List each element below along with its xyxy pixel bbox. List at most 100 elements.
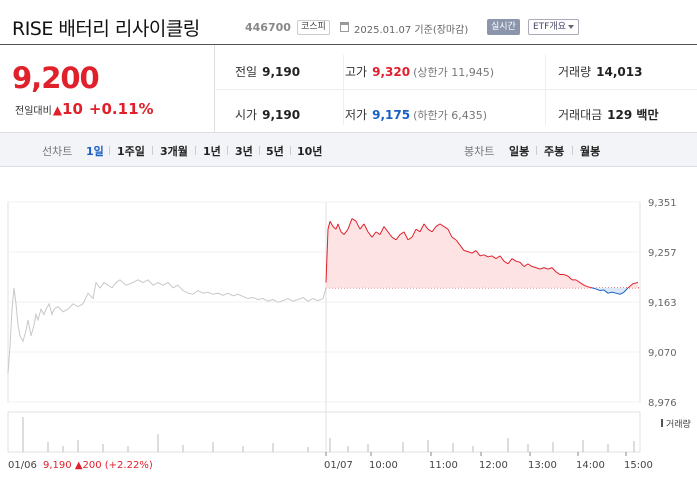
today-line-segment [583, 284, 589, 288]
volume-legend-mark [661, 419, 663, 427]
today-line-segment [459, 244, 465, 251]
tab-3month[interactable]: 3개월 [160, 145, 188, 158]
today-line-segment [443, 226, 449, 230]
today-line-segment [515, 260, 521, 263]
today-line-segment [511, 258, 517, 262]
period-bar: 선차트 1일 1주일 3개월 1년 3년 5년 10년 봉차트 일봉 주봉 월봉 [0, 133, 697, 167]
today-line-segment [475, 250, 481, 257]
etf-overview-button[interactable]: ETF개요 [528, 19, 579, 35]
page-title: RISE 배터리 리사이클링 [12, 18, 200, 40]
today-line-segment [391, 236, 397, 241]
x-tick-label: 12:00 [479, 460, 508, 471]
tab-1week[interactable]: 1주일 [117, 145, 145, 158]
today-line-segment [379, 226, 385, 235]
x-tick-label: 10:00 [369, 460, 398, 471]
today-line-segment [423, 223, 429, 230]
volume: 거래량 14,013 [558, 65, 643, 79]
today-line-segment [615, 292, 621, 295]
today-line-segment [547, 267, 553, 270]
today-line-segment [415, 228, 421, 233]
current-price-box: 9,200 전일대비▲10 +0.11% [0, 45, 215, 133]
period-separator [572, 146, 573, 155]
tab-5year[interactable]: 5년 [266, 145, 284, 158]
today-down-area [326, 287, 638, 295]
x-tick-label: 01/06 [8, 460, 37, 471]
today-line-segment [355, 220, 361, 230]
today-line-segment [337, 223, 342, 233]
today-line-segment [375, 231, 381, 235]
tab-monthly-candle[interactable]: 월봉 [580, 145, 601, 158]
chart-svg: 9,351 9,257 9,163 9,070 8,976 01/06 01/07 10:00… [7, 198, 691, 471]
today-line-segment [531, 266, 537, 269]
x-tick-label: 13:00 [528, 460, 557, 471]
prev-day-line [7, 279, 327, 374]
today-line-segment [335, 223, 339, 230]
today-line-segment [579, 282, 585, 286]
today-line-segment [463, 250, 469, 253]
today-line-segment [451, 236, 457, 241]
prev-day-summary-part: ▲ [75, 460, 83, 471]
tab-daily-candle[interactable]: 일봉 [509, 145, 530, 158]
volume-frame [7, 411, 641, 453]
today-line-segment [499, 255, 505, 262]
prev-day-summary-part: (+2.22%) [105, 460, 153, 471]
y-tick-label: 9,351 [648, 198, 677, 209]
realtime-button[interactable]: 실시간 [487, 19, 520, 35]
today-line-segment [471, 250, 477, 254]
today-line-segment [603, 289, 609, 294]
current-price: 9,200 [12, 61, 100, 95]
price-chart[interactable]: 9,351 9,257 9,163 9,070 8,976 01/06 01/07 10:00… [0, 190, 697, 490]
change-percent: +0.11% [88, 100, 154, 118]
today-line-segment [395, 234, 401, 241]
today-line-segment [483, 254, 489, 258]
tab-1year[interactable]: 1년 [203, 145, 221, 158]
today-line-segment [539, 267, 545, 270]
y-tick-label: 9,070 [648, 348, 677, 359]
today-line-segment [623, 287, 629, 293]
today-line-segment [347, 218, 353, 230]
today-line-segment [399, 231, 405, 235]
header: RISE 배터리 리사이클링 446700 코스피 2025.01.07 기준(… [0, 0, 697, 44]
today-line-segment [587, 286, 593, 289]
quote-divider [545, 55, 546, 125]
today-line-segment [467, 251, 473, 254]
today-line-segment [431, 226, 437, 233]
period-separator [536, 146, 537, 155]
date-text: 2025.01.07 기준(장마감) [354, 25, 469, 36]
today-line-segment [632, 282, 639, 285]
x-tick-label: 15:00 [624, 460, 653, 471]
today-line-segment [371, 231, 377, 238]
today-line-segment [411, 228, 417, 238]
today-line-segment [555, 271, 561, 275]
volume-label: 거래량 [666, 418, 691, 430]
today-up-area [326, 218, 638, 288]
change-label: 전일대비 [15, 106, 52, 117]
today-line-segment [567, 275, 573, 281]
up-arrow-icon: ▲ [52, 103, 63, 117]
today-line-segment [619, 291, 625, 295]
tab-10year[interactable]: 10년 [297, 145, 323, 158]
x-tick-label: 11:00 [429, 460, 458, 471]
period-separator [259, 146, 260, 155]
trade-value: 거래대금 129 백만 [558, 108, 659, 122]
tab-1day[interactable]: 1일 [86, 145, 104, 158]
today-line-segment [387, 231, 393, 238]
today-line-segment [487, 255, 493, 258]
today-line-segment [332, 226, 337, 230]
tab-3year[interactable]: 3년 [235, 145, 253, 158]
today-line-segment [407, 236, 413, 241]
today-line-segment [351, 218, 357, 222]
period-separator [195, 146, 196, 155]
x-tick-label: 01/07 [324, 460, 353, 471]
today-line-segment [340, 231, 345, 235]
tab-weekly-candle[interactable]: 주봉 [544, 145, 565, 158]
today-line-segment [383, 226, 389, 233]
today-line-segment [599, 289, 605, 292]
calendar-icon [340, 22, 349, 32]
market-badge: 코스피 [297, 20, 330, 35]
today-line-segment [447, 228, 453, 238]
today-line-segment [427, 228, 433, 233]
y-tick-label: 9,257 [648, 248, 677, 259]
candle-chart-label: 봉차트 [464, 145, 495, 158]
change-row: 전일대비▲10 +0.11% [15, 100, 154, 118]
